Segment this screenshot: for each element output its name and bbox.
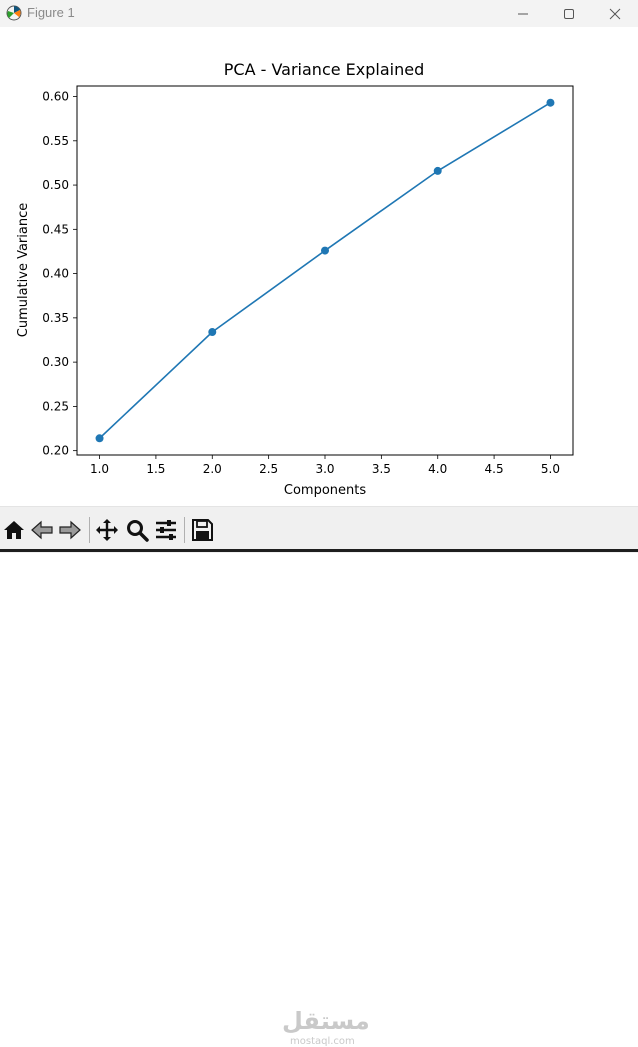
y-axis-label: Cumulative Variance	[16, 203, 31, 338]
y-axis-ticks: 0.20 0.25 0.30 0.35 0.40 0.45 0.50 0.55 0.60	[42, 90, 77, 458]
y-tick-label: 0.60	[42, 90, 69, 104]
close-icon	[609, 8, 621, 19]
series-layer	[95, 98, 555, 443]
x-axis-ticks: 1.0 1.5 2.0 2.5 3.0 3.5 4.0 4.5 5.0	[90, 455, 560, 476]
plot-area	[76, 85, 574, 456]
x-tick-label: 1.0	[90, 462, 109, 476]
matplotlib-figure-icon	[6, 5, 22, 21]
x-tick-label: 4.0	[428, 462, 447, 476]
data-point-marker	[546, 98, 555, 107]
x-tick-label: 5.0	[541, 462, 560, 476]
x-tick-label: 2.5	[259, 462, 278, 476]
y-tick-label: 0.40	[42, 267, 69, 281]
back-arrow-icon	[31, 520, 53, 540]
data-point-marker	[321, 246, 329, 255]
zoom-icon	[127, 520, 149, 542]
minimize-button[interactable]	[500, 0, 546, 27]
save-button[interactable]	[189, 517, 215, 543]
line-chart: PCA - Variance Explained 1.0 1.5 2.0 2.5 3.0…	[16, 60, 574, 498]
navigation-toolbar: مستقل mostaql.com	[0, 506, 638, 1047]
y-tick-label: 0.45	[42, 222, 69, 236]
y-tick-label: 0.55	[42, 134, 69, 148]
window-title: Figure 1	[27, 5, 75, 20]
window-bottom-edge	[0, 549, 638, 552]
watermark-arabic: مستقل	[282, 1007, 370, 1035]
save-icon	[192, 519, 213, 541]
pan-icon	[96, 519, 118, 541]
home-icon	[4, 521, 24, 539]
chart-title: PCA - Variance Explained	[224, 60, 424, 79]
close-button[interactable]	[592, 0, 638, 27]
zoom-button[interactable]	[124, 517, 150, 543]
figure-canvas[interactable]: PCA - Variance Explained 1.0 1.5 2.0 2.5 3.0…	[0, 27, 638, 506]
x-axis-label: Components	[284, 483, 366, 498]
toolbar-separator	[184, 517, 185, 543]
configure-subplots-icon	[156, 520, 176, 540]
maximize-button[interactable]	[546, 0, 592, 27]
y-tick-label: 0.50	[42, 178, 69, 192]
data-point-marker	[433, 166, 442, 175]
data-point-marker	[95, 434, 104, 443]
y-tick-label: 0.20	[42, 444, 69, 458]
x-tick-label: 2.0	[203, 462, 222, 476]
back-button[interactable]	[29, 517, 55, 543]
window-titlebar: Figure 1	[0, 0, 638, 27]
home-button[interactable]	[1, 517, 27, 543]
forward-arrow-icon	[59, 520, 81, 540]
x-tick-label: 3.5	[372, 462, 391, 476]
maximize-icon	[564, 8, 574, 19]
y-tick-label: 0.25	[42, 399, 69, 413]
toolbar-separator	[89, 517, 90, 543]
minimize-icon	[518, 13, 528, 14]
y-tick-label: 0.30	[42, 355, 69, 369]
x-tick-label: 3.0	[315, 462, 334, 476]
y-tick-label: 0.35	[42, 311, 69, 325]
subplots-button[interactable]	[153, 517, 179, 543]
x-tick-label: 1.5	[146, 462, 165, 476]
x-tick-label: 4.5	[485, 462, 504, 476]
watermark-latin: mostaql.com	[290, 1036, 355, 1047]
data-point-marker	[208, 328, 217, 337]
forward-button[interactable]	[57, 517, 83, 543]
pan-button[interactable]	[94, 517, 120, 543]
